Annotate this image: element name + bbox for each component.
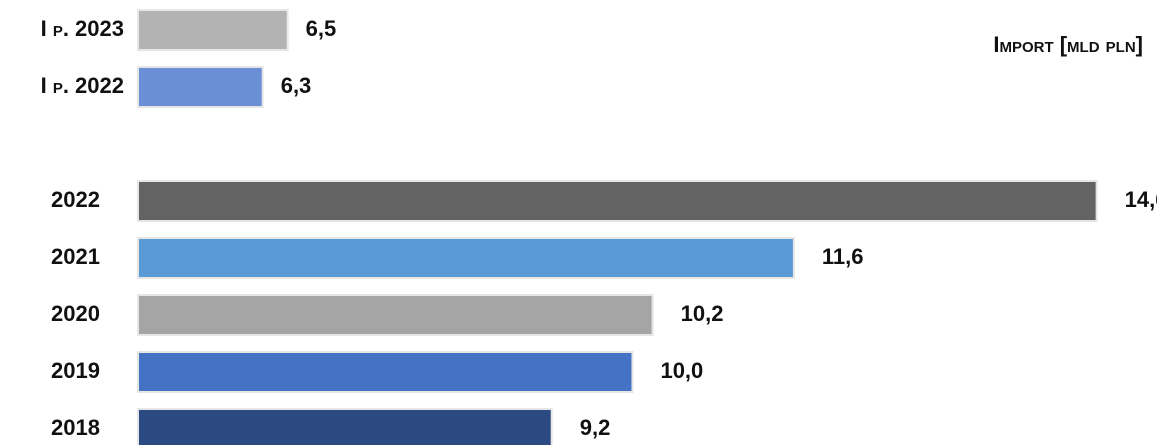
category-label: I p. 2022 <box>41 73 124 98</box>
chart-title: Import [mld pln] <box>993 32 1143 57</box>
bar <box>137 294 654 336</box>
value-label: 10,0 <box>660 358 703 383</box>
category-label: 2021 <box>51 244 100 269</box>
category-label: 2018 <box>51 415 100 440</box>
value-label: 10,2 <box>681 301 724 326</box>
value-label: 11,6 <box>822 244 864 269</box>
category-label: 2022 <box>51 187 100 212</box>
bar <box>137 408 553 445</box>
bar <box>137 237 795 279</box>
value-label: 6,3 <box>281 73 312 98</box>
category-label: 2019 <box>51 358 100 383</box>
category-label: 2020 <box>51 301 100 326</box>
bar <box>137 351 634 393</box>
bar <box>137 66 264 108</box>
bar <box>137 180 1098 222</box>
bar <box>137 9 289 51</box>
value-label: 6,5 <box>306 16 337 41</box>
value-label: 14,6 <box>1125 187 1157 212</box>
category-label: I p. 2023 <box>41 16 124 41</box>
value-label: 9,2 <box>580 415 611 440</box>
